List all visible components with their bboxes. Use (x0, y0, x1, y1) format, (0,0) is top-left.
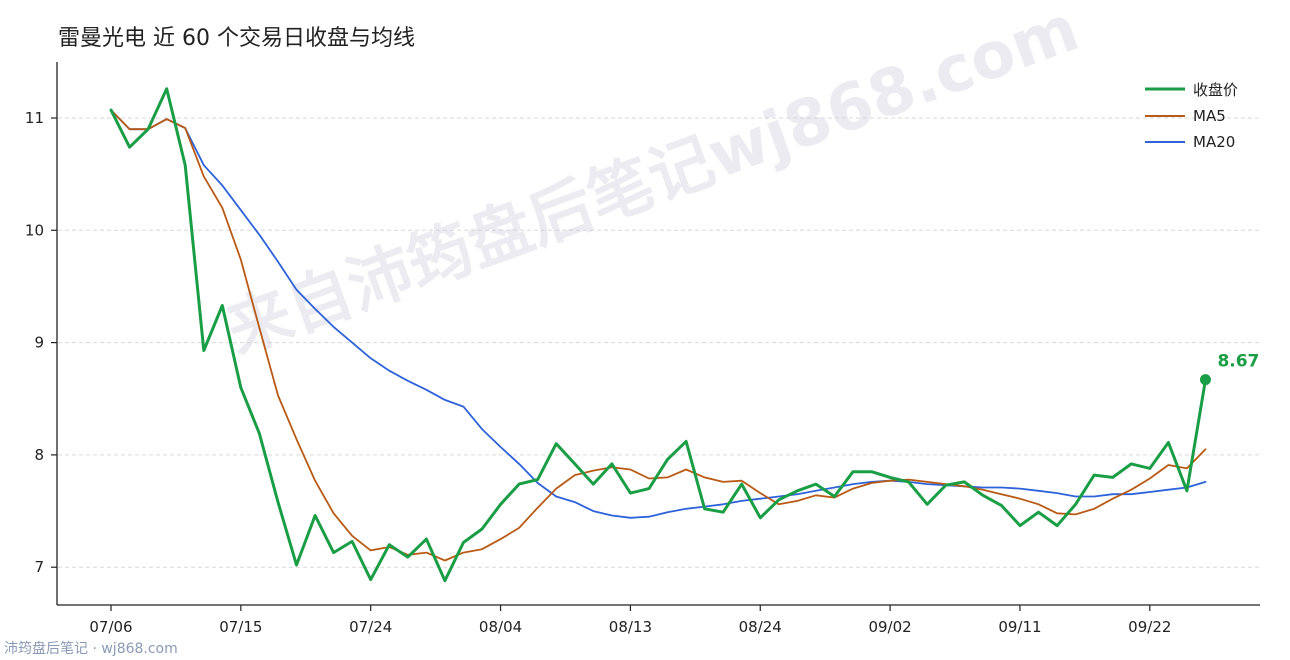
x-tick-label-3: 08/04 (479, 618, 522, 636)
y-tick-label-4: 11 (25, 109, 44, 127)
y-tick-label-1: 8 (34, 446, 44, 464)
y-tick-label-3: 10 (25, 221, 44, 239)
x-tick-label-8: 09/22 (1128, 618, 1171, 636)
watermark: 来自沛筠盘后笔记wj868.com (218, 0, 1089, 369)
footer-credit: 沛筠盘后笔记 · wj868.com (4, 640, 178, 657)
axes (56, 62, 1260, 606)
y-axis-ticks: 7 8 9 10 11 (25, 109, 57, 576)
legend-label-close: 收盘价 (1193, 81, 1238, 99)
chart-title: 雷曼光电 近 60 个交易日收盘与均线 (58, 26, 415, 51)
legend: 收盘价 MA5 MA20 (1145, 81, 1238, 151)
series-lines (109, 87, 1207, 583)
annotations: 8.67 (1199, 352, 1259, 386)
x-tick-label-4: 08/13 (609, 618, 652, 636)
last-close-label: 8.67 (1217, 352, 1259, 372)
x-tick-label-5: 08/24 (739, 618, 782, 636)
x-tick-label-1: 07/15 (219, 618, 262, 636)
y-tick-label-0: 7 (34, 558, 44, 576)
legend-label-ma20: MA20 (1193, 133, 1235, 151)
y-tick-label-2: 9 (34, 334, 44, 352)
x-tick-label-7: 09/11 (998, 618, 1041, 636)
x-tick-label-6: 09/02 (868, 618, 911, 636)
grid-lines (58, 117, 1260, 568)
ma5-line (110, 109, 1207, 562)
last-close-point (1199, 374, 1211, 386)
ma20-line (110, 109, 1207, 519)
x-tick-label-2: 07/24 (349, 618, 392, 636)
x-axis-ticks: 07/06 07/15 07/24 08/04 08/13 08/24 09/02 09/11… (89, 605, 1171, 636)
close-price-line (109, 87, 1207, 583)
legend-label-ma5: MA5 (1193, 107, 1226, 125)
x-tick-label-0: 07/06 (89, 618, 132, 636)
